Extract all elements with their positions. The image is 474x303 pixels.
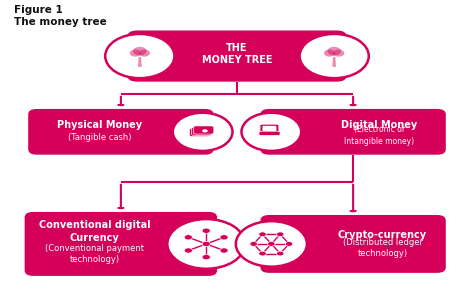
FancyBboxPatch shape <box>28 109 213 155</box>
Text: (Electronic or
Intangible money): (Electronic or Intangible money) <box>344 125 414 146</box>
FancyBboxPatch shape <box>190 128 210 137</box>
FancyBboxPatch shape <box>262 126 277 132</box>
Text: Crypto-currency: Crypto-currency <box>338 230 427 240</box>
Text: Figure 1: Figure 1 <box>14 5 63 15</box>
Circle shape <box>276 232 284 237</box>
Circle shape <box>300 34 369 78</box>
Text: Digital Money: Digital Money <box>341 120 417 130</box>
Text: Conventional digital
Currency: Conventional digital Currency <box>39 220 151 243</box>
Text: The money tree: The money tree <box>14 17 107 27</box>
FancyBboxPatch shape <box>25 212 217 276</box>
Circle shape <box>201 129 209 133</box>
Circle shape <box>241 113 301 151</box>
Circle shape <box>133 47 146 55</box>
Circle shape <box>268 241 275 246</box>
Circle shape <box>259 232 266 237</box>
Circle shape <box>236 221 307 267</box>
Circle shape <box>333 50 344 57</box>
Circle shape <box>105 34 174 78</box>
Text: Physical Money: Physical Money <box>57 120 142 130</box>
Circle shape <box>250 241 257 246</box>
Text: THE: THE <box>226 43 248 54</box>
Circle shape <box>220 248 228 253</box>
FancyBboxPatch shape <box>191 127 212 135</box>
Text: (Distributed ledger
technology): (Distributed ledger technology) <box>343 238 422 258</box>
FancyBboxPatch shape <box>261 215 446 273</box>
Circle shape <box>184 248 192 253</box>
Circle shape <box>173 113 232 151</box>
FancyBboxPatch shape <box>261 109 446 155</box>
FancyBboxPatch shape <box>260 124 279 133</box>
Circle shape <box>202 228 210 233</box>
Circle shape <box>276 251 284 256</box>
Circle shape <box>202 255 210 260</box>
Text: (Tangible cash): (Tangible cash) <box>68 133 131 142</box>
Text: MONEY TREE: MONEY TREE <box>202 55 272 65</box>
Text: (Conventional payment
technology): (Conventional payment technology) <box>46 244 144 264</box>
Polygon shape <box>332 57 336 67</box>
Circle shape <box>130 50 141 57</box>
FancyBboxPatch shape <box>127 31 347 82</box>
Circle shape <box>202 241 210 247</box>
Circle shape <box>328 47 341 55</box>
FancyBboxPatch shape <box>259 132 280 135</box>
Circle shape <box>285 241 293 246</box>
Circle shape <box>324 50 335 57</box>
Circle shape <box>259 251 266 256</box>
Circle shape <box>184 235 192 240</box>
Circle shape <box>139 50 150 57</box>
Circle shape <box>167 219 245 269</box>
Polygon shape <box>138 57 142 67</box>
FancyBboxPatch shape <box>193 126 214 134</box>
Circle shape <box>220 235 228 240</box>
